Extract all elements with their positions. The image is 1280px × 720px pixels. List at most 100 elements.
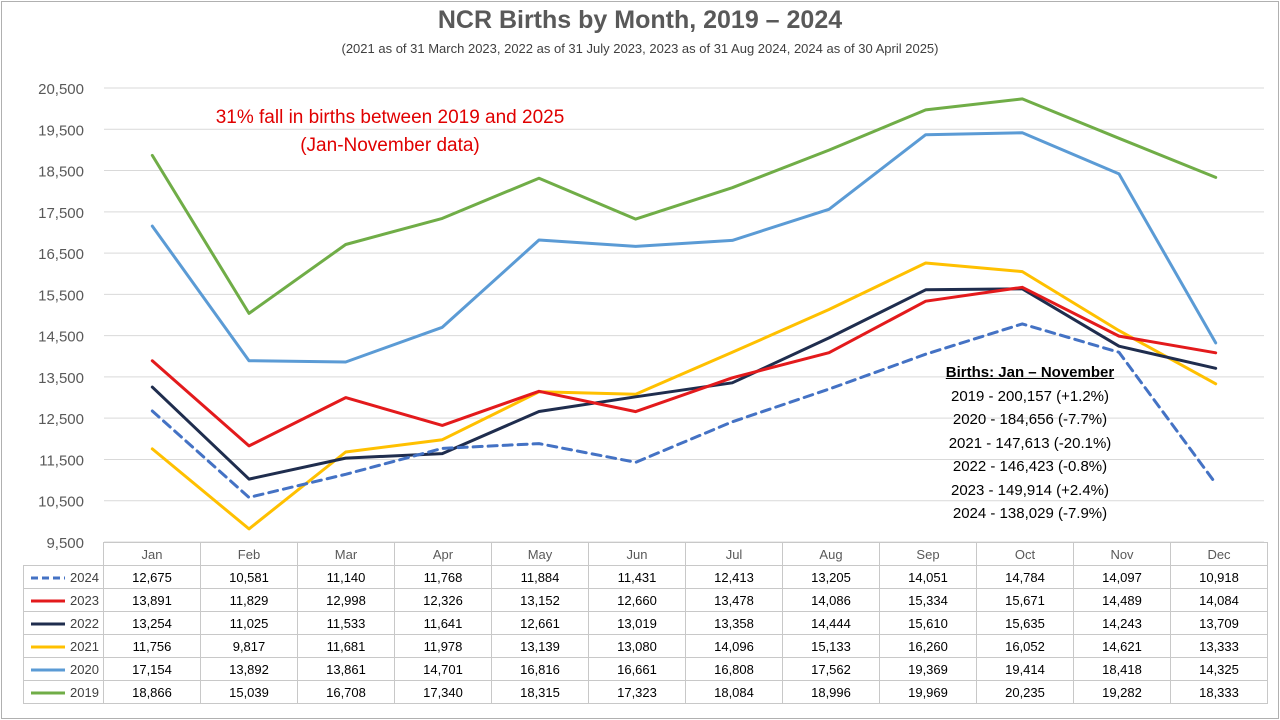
data-label: 15,133 (782, 634, 880, 658)
data-label: 13,333 (1170, 634, 1268, 658)
data-label: 14,243 (1073, 611, 1171, 635)
data-label: 11,756 (103, 634, 201, 658)
data-label: 11,978 (394, 634, 492, 658)
y-tick-label: 10,500 (38, 494, 84, 511)
data-label: 14,701 (394, 657, 492, 681)
x-tick-label: Mar (297, 542, 395, 566)
data-label: 14,086 (782, 588, 880, 612)
x-tick-label: Jun (588, 542, 686, 566)
table-row: 2023 13,891 11,829 12,998 12,326 13,152 12,660… (23, 588, 1268, 612)
x-tick-label: Sep (879, 542, 977, 566)
y-tick-label: 11,500 (39, 452, 84, 469)
data-label: 13,892 (200, 657, 298, 681)
data-label: 15,671 (976, 588, 1074, 612)
y-tick-label: 13,500 (38, 370, 84, 387)
y-tick-label: 14,500 (38, 329, 84, 346)
data-label: 12,660 (588, 588, 686, 612)
legend-entry: 2023 (23, 588, 104, 612)
x-tick-label: Feb (200, 542, 298, 566)
series-line-2022 (150, 287, 1218, 481)
data-label: 15,635 (976, 611, 1074, 635)
data-label: 17,154 (103, 657, 201, 681)
data-label: 17,340 (394, 680, 492, 704)
legend-swatch (31, 576, 65, 580)
data-label: 18,084 (685, 680, 783, 704)
data-label: 19,369 (879, 657, 977, 681)
data-label: 16,052 (976, 634, 1074, 658)
data-label: 15,039 (200, 680, 298, 704)
data-label: 11,681 (297, 634, 395, 658)
legend-label: 2024 (70, 570, 99, 586)
data-label: 11,884 (491, 565, 589, 589)
x-tick-label: Dec (1170, 542, 1268, 566)
data-label: 13,205 (782, 565, 880, 589)
data-label: 19,969 (879, 680, 977, 704)
data-label: 11,829 (200, 588, 298, 612)
series-line-2023 (150, 285, 1218, 448)
data-label: 20,235 (976, 680, 1074, 704)
data-label: 16,260 (879, 634, 977, 658)
x-tick-label: Aug (782, 542, 880, 566)
data-label: 14,621 (1073, 634, 1171, 658)
data-label: 14,784 (976, 565, 1074, 589)
series-line-2024 (150, 322, 1218, 499)
data-label: 18,418 (1073, 657, 1171, 681)
data-label: 11,533 (297, 611, 395, 635)
legend-entry: 2024 (23, 565, 104, 589)
legend-swatch (31, 599, 65, 603)
annotation-line-1: 31% fall in births between 2019 and 2025 (215, 107, 565, 128)
table-row: 2024 12,675 10,581 11,140 11,768 11,884 11,431… (23, 565, 1268, 589)
data-label: 18,996 (782, 680, 880, 704)
legend-label: 2019 (70, 685, 99, 701)
x-tick-label: Nov (1073, 542, 1171, 566)
data-label: 11,431 (588, 565, 686, 589)
data-label: 12,661 (491, 611, 589, 635)
legend-entry: 2019 (23, 680, 104, 704)
data-label: 17,562 (782, 657, 880, 681)
data-label: 14,051 (879, 565, 977, 589)
data-label: 16,661 (588, 657, 686, 681)
data-label: 13,139 (491, 634, 589, 658)
data-label: 15,334 (879, 588, 977, 612)
data-label: 12,675 (103, 565, 201, 589)
data-label: 18,315 (491, 680, 589, 704)
data-label: 18,333 (1170, 680, 1268, 704)
chart-subtitle: (2021 as of 31 March 2023, 2022 as of 31… (341, 41, 939, 56)
data-label: 19,414 (976, 657, 1074, 681)
table-row: 2019 18,866 15,039 16,708 17,340 18,315 17,323… (23, 680, 1268, 704)
data-label: 13,254 (103, 611, 201, 635)
x-tick-label: May (491, 542, 589, 566)
data-label: 16,708 (297, 680, 395, 704)
y-tick-label: 15,500 (38, 287, 84, 304)
legend-entry: 2020 (23, 657, 104, 681)
data-label: 14,084 (1170, 588, 1268, 612)
data-label: 14,097 (1073, 565, 1171, 589)
data-table: Jan Feb Mar Apr May Jun Jul Aug Sep Oct Nov Dec 202… (23, 542, 1268, 704)
data-label: 15,610 (879, 611, 977, 635)
data-label: 13,861 (297, 657, 395, 681)
data-label: 13,080 (588, 634, 686, 658)
x-tick-label: Oct (976, 542, 1074, 566)
x-tick-label: Jan (103, 542, 201, 566)
legend-label: 2020 (70, 662, 99, 678)
chart-title: NCR Births by Month, 2019 – 2024 (437, 6, 843, 34)
legend-swatch (31, 691, 65, 695)
summary-line: 2024 - 138,029 (-7.9%) (952, 505, 1108, 522)
legend-swatch (31, 668, 65, 672)
data-label: 12,326 (394, 588, 492, 612)
series-line-2019 (150, 97, 1218, 315)
legend-swatch (31, 622, 65, 626)
data-label: 11,641 (394, 611, 492, 635)
data-label: 12,413 (685, 565, 783, 589)
table-row: 2021 11,756 9,817 11,681 11,978 13,139 13,080 1… (23, 634, 1268, 658)
data-label: 14,096 (685, 634, 783, 658)
data-label: 12,998 (297, 588, 395, 612)
legend-label: 2022 (70, 616, 99, 632)
y-tick-label: 12,500 (38, 411, 84, 428)
legend-label: 2023 (70, 593, 99, 609)
y-tick-label: 19,500 (38, 122, 84, 139)
table-row: 2022 13,254 11,025 11,533 11,641 12,661 13,019… (23, 611, 1268, 635)
summary-line: 2022 - 146,423 (-0.8%) (952, 458, 1108, 475)
data-label: 11,140 (297, 565, 395, 589)
data-label: 18,866 (103, 680, 201, 704)
